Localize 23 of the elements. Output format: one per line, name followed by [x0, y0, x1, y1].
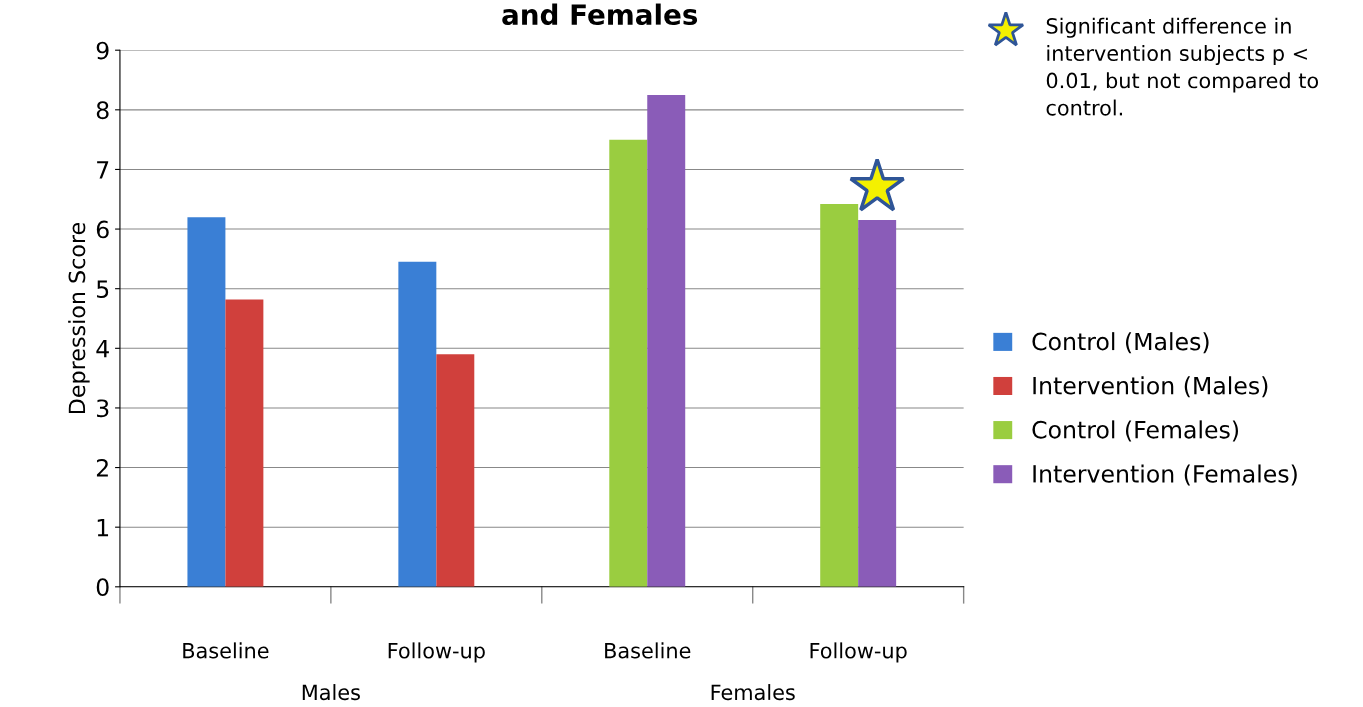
y-tick-label: 2 — [96, 459, 108, 477]
y-tick-label: 7 — [97, 161, 109, 179]
y-tick-label: 6 — [96, 220, 109, 239]
legend-label: Control (Males) — [1032, 332, 1209, 354]
x-tick-label: Baseline — [183, 642, 269, 659]
y-tick-label: 4 — [96, 340, 109, 358]
y-tick-label: 1 — [97, 518, 109, 537]
y-tick-label: 0 — [96, 578, 109, 597]
legend-label: Intervention (Males) — [1033, 376, 1268, 398]
y-tick-label: 3 — [97, 399, 109, 418]
y-tick-label: 5 — [97, 280, 109, 298]
text: Significant difference in intervention subjects p < 0.01, but not compared to control. — [1046, 17, 1319, 116]
text: Males — [302, 684, 360, 701]
y-tick-label: 9 — [96, 41, 109, 60]
legend-label: Intervention (Females) — [1033, 464, 1297, 486]
y-tick-label: 8 — [96, 101, 109, 120]
legend-label: Control (Females) — [1032, 420, 1239, 442]
x-tick-label: Follow-up — [388, 642, 485, 663]
x-tick-label: Follow-up — [810, 642, 907, 663]
x-tick-label: Baseline — [605, 642, 691, 659]
y-axis-title: Depression Score — [68, 222, 90, 414]
chart-title: and Females — [502, 3, 698, 26]
text: Females — [711, 684, 795, 701]
